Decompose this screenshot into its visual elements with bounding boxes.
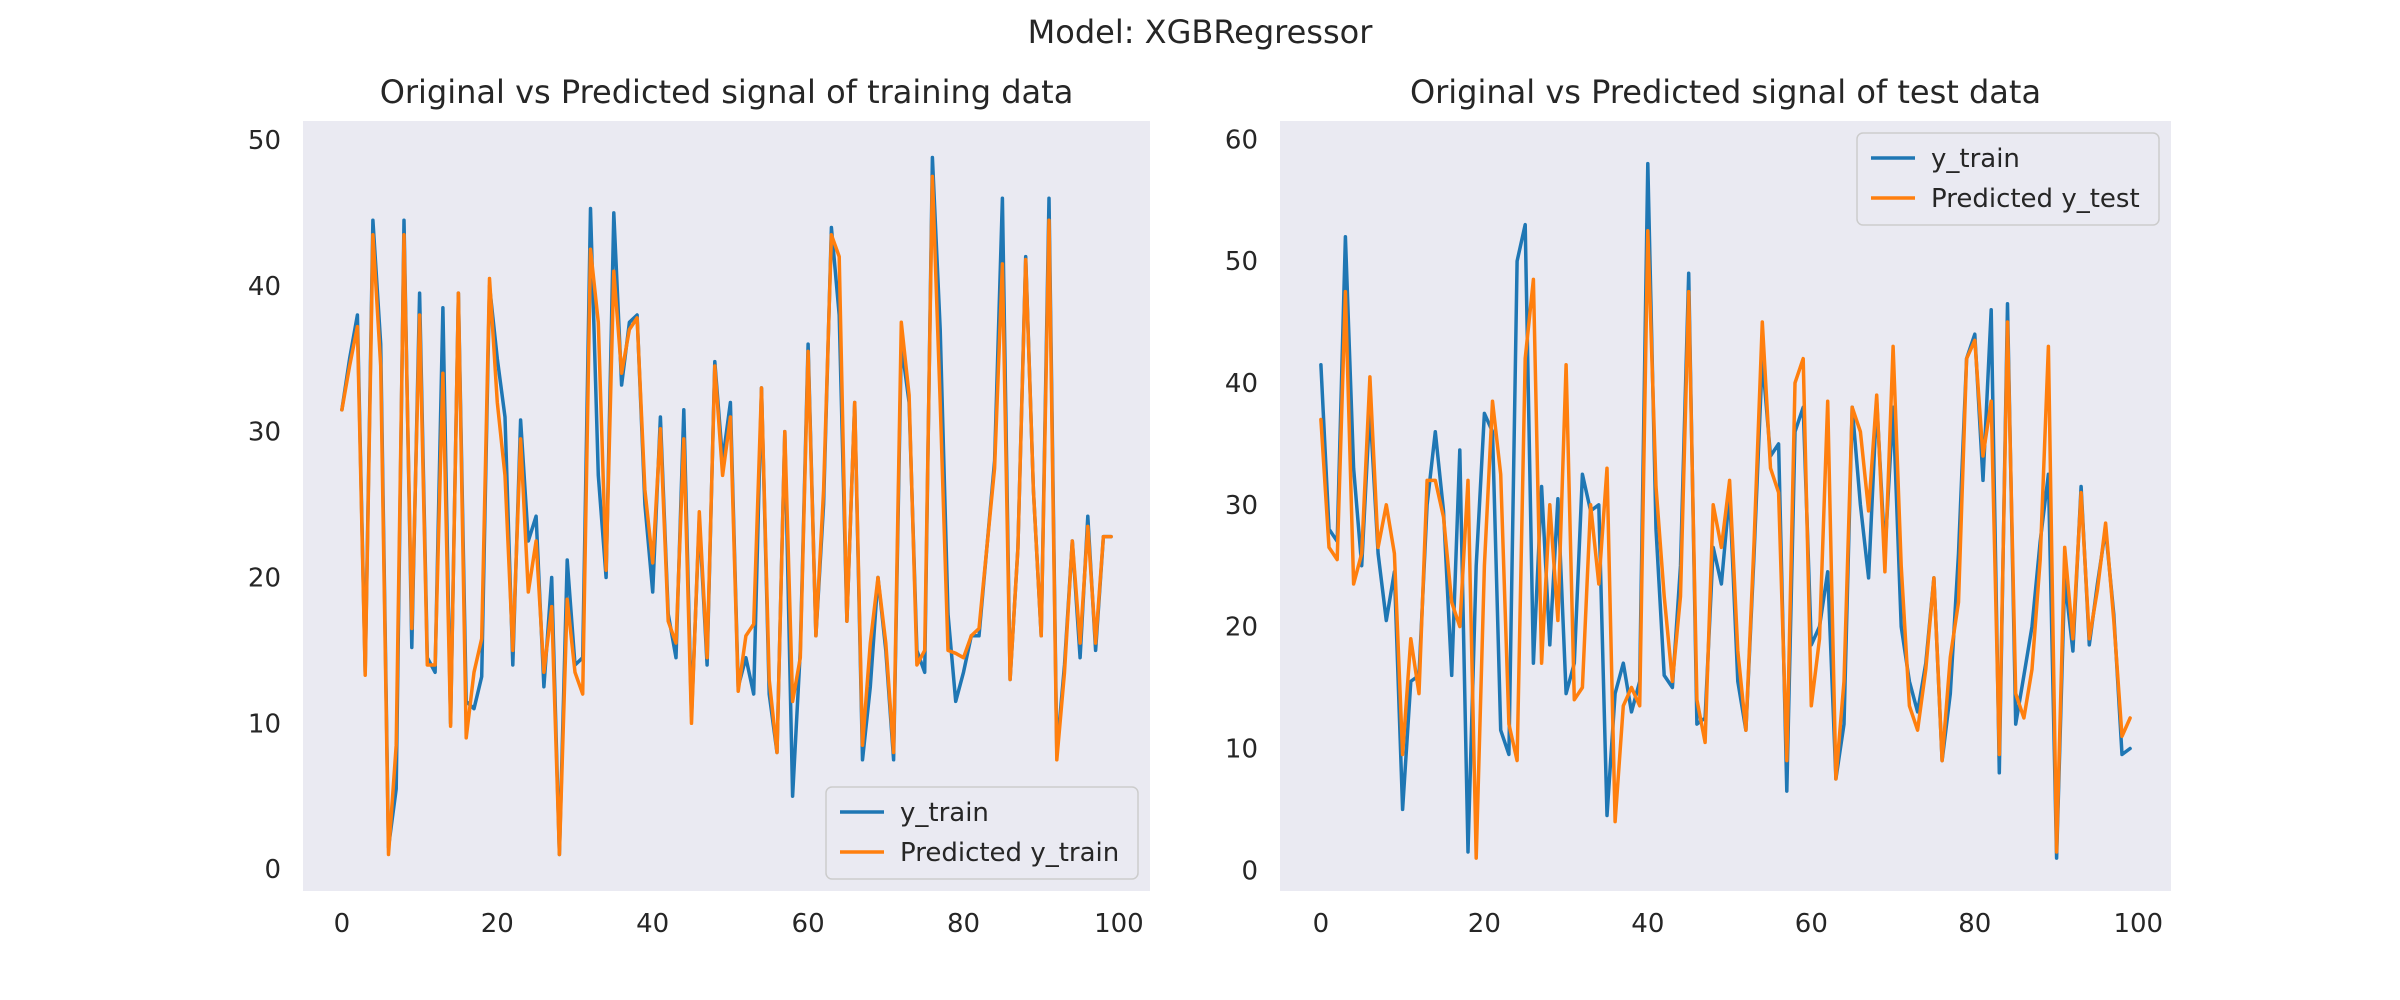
test-xtick-label: 60 [1795, 909, 1828, 939]
test-plot-title: Original vs Predicted signal of test dat… [1410, 73, 2041, 111]
train-xtick-label: 80 [947, 909, 980, 939]
train-xtick-label: 60 [792, 909, 825, 939]
test-ytick-label: 10 [1225, 734, 1258, 764]
chart-test: Original vs Predicted signal of test dat… [1225, 73, 2171, 939]
train-series-lines [340, 155, 1113, 857]
train-legend-label: y_train [900, 798, 989, 828]
train-ytick-label: 10 [248, 709, 281, 739]
test-series-line-predicted [1319, 228, 2132, 860]
test-legend: y_train Predicted y_test [1856, 132, 2160, 226]
train-plot-title: Original vs Predicted signal of training… [380, 73, 1074, 111]
train-plot-area [303, 121, 1150, 891]
test-ytick-label: 30 [1225, 491, 1258, 521]
train-series-line-predicted [340, 174, 1113, 857]
test-ytick-label: 0 [1241, 856, 1258, 886]
train-ytick-label: 50 [248, 126, 281, 156]
train-xtick-label: 100 [1094, 909, 1144, 939]
test-ytick-label: 40 [1225, 369, 1258, 399]
train-ytick-label: 40 [248, 272, 281, 302]
train-legend-box [825, 786, 1139, 880]
test-series-lines [1319, 161, 2132, 860]
train-xtick-label: 40 [636, 909, 669, 939]
train-ytick-label: 20 [248, 563, 281, 593]
train-legend: y_train Predicted y_train [825, 786, 1139, 880]
test-ytick-label: 60 [1225, 125, 1258, 155]
train-ytick-label: 0 [264, 855, 281, 885]
test-legend-label: Predicted y_test [1931, 184, 2140, 214]
test-ytick-label: 50 [1225, 247, 1258, 277]
test-ytick-label: 20 [1225, 613, 1258, 643]
test-xtick-label: 0 [1313, 909, 1330, 939]
test-xtick-label: 80 [1958, 909, 1991, 939]
train-xtick-label: 0 [334, 909, 351, 939]
train-axis-ticks: 0 20 40 60 80 100 0 10 20 30 40 50 [248, 126, 1144, 939]
test-xtick-label: 40 [1631, 909, 1664, 939]
test-axis-ticks: 0 20 40 60 80 100 0 10 20 30 40 50 60 [1225, 125, 2163, 939]
figure-suptitle: Model: XGBRegressor [1028, 13, 1374, 51]
train-xtick-label: 20 [481, 909, 514, 939]
test-xtick-label: 20 [1468, 909, 1501, 939]
train-legend-label: Predicted y_train [900, 838, 1119, 868]
test-legend-label: y_train [1931, 144, 2020, 174]
chart-train: Original vs Predicted signal of training… [248, 73, 1150, 939]
test-legend-box [1856, 132, 2160, 226]
test-xtick-label: 100 [2113, 909, 2163, 939]
train-ytick-label: 30 [248, 418, 281, 448]
